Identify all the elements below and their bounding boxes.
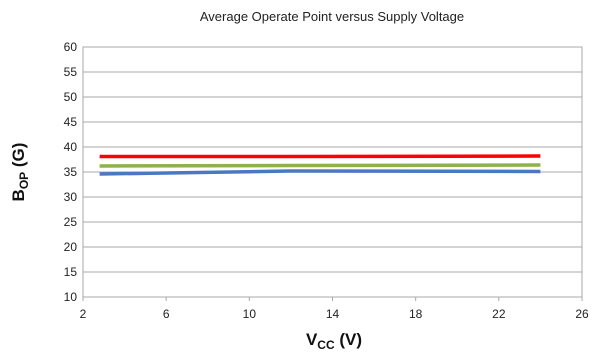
y-tick-label: 30 — [64, 190, 78, 204]
x-axis-label-sub: CC — [317, 338, 335, 352]
y-axis-label: BOP (G) — [9, 143, 31, 202]
y-tick-label: 15 — [64, 265, 78, 279]
x-tick-label: 14 — [326, 307, 340, 321]
y-axis-label-suffix: (G) — [9, 143, 28, 172]
x-tick-label: 22 — [492, 307, 506, 321]
series-line-2 — [99, 163, 541, 168]
x-tick-label: 6 — [163, 307, 170, 321]
series-line-3 — [99, 169, 541, 176]
x-tick-label: 10 — [243, 307, 257, 321]
y-tick-label: 55 — [64, 65, 78, 79]
series-line-1 — [99, 154, 541, 159]
y-axis-label-sub: OP — [17, 172, 31, 189]
x-tick-label: 18 — [409, 307, 423, 321]
x-axis-label-main: V — [306, 330, 318, 349]
y-axis-label-main: B — [9, 189, 28, 201]
y-tick-label: 45 — [64, 115, 78, 129]
x-tick-labels: 2 6 10 14 18 22 26 — [80, 297, 589, 321]
y-tick-label: 25 — [64, 215, 78, 229]
y-tick-label: 50 — [64, 90, 78, 104]
y-tick-labels: 10 15 20 25 30 35 40 45 50 55 60 — [64, 40, 78, 304]
y-tick-label: 10 — [64, 290, 78, 304]
y-tick-label: 60 — [64, 40, 78, 54]
y-tick-label: 35 — [64, 165, 78, 179]
x-tick-label: 26 — [575, 307, 589, 321]
y-tick-label: 20 — [64, 240, 78, 254]
x-axis-label: VCC (V) — [306, 330, 362, 352]
chart-title: Average Operate Point versus Supply Volt… — [200, 9, 464, 24]
y-tick-label: 40 — [64, 140, 78, 154]
series-lines — [99, 154, 541, 176]
x-axis-label-suffix: (V) — [335, 330, 362, 349]
x-tick-label: 2 — [80, 307, 87, 321]
